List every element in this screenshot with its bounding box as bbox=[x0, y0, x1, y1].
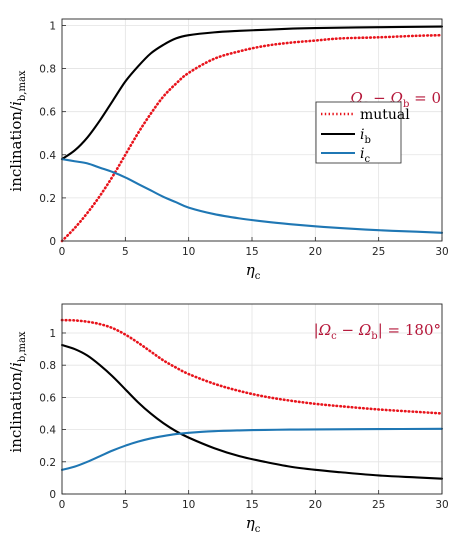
bottom-series-mutual-line bbox=[60, 318, 444, 415]
top-y-axis-label: inclination/ib,max bbox=[7, 70, 28, 191]
top-series-mutual-line bbox=[60, 33, 444, 243]
top-y-tick-label: 0 bbox=[49, 236, 56, 248]
top-series-i-c-line bbox=[60, 158, 444, 234]
bottom-x-tick-label: 25 bbox=[372, 499, 385, 511]
legend-ib-label: ib bbox=[360, 127, 371, 146]
bottom-x-tick-label: 5 bbox=[122, 499, 129, 511]
top-y-tick-label: 0.8 bbox=[39, 64, 56, 76]
bottom-y-tick-label: 0.8 bbox=[39, 360, 56, 372]
top-series-i-b-line bbox=[60, 25, 444, 161]
top-y-tick-label: 0.6 bbox=[39, 107, 56, 119]
top-x-tick-label: 30 bbox=[435, 246, 448, 258]
top-y-tick-label: 1 bbox=[49, 20, 56, 32]
top-panel: 0 5 10 15 20 25 30 0 0.2 0.4 0.6 0.8 1 ηc inclinatio… bbox=[7, 18, 449, 282]
bottom-x-tick-label: 10 bbox=[182, 499, 195, 511]
legend-ic-label: ic bbox=[360, 146, 370, 165]
bottom-panel: 0 5 10 15 20 25 30 0 0.2 0.4 0.6 0.8 1 ηc inclinatio… bbox=[7, 303, 449, 535]
bottom-y-tick-label: 1 bbox=[49, 328, 56, 340]
bottom-y-tick-label: 0.2 bbox=[39, 457, 56, 469]
top-y-tick-label: 0.4 bbox=[39, 150, 56, 162]
top-y-tick-label: 0.2 bbox=[39, 193, 56, 205]
legend: mutual ib ic bbox=[315, 101, 410, 165]
bottom-annotation: |Ωc − Ωb| = 180° bbox=[314, 321, 441, 342]
top-x-axis-label: ηc bbox=[246, 261, 261, 282]
top-x-tick-label: 25 bbox=[372, 246, 385, 258]
bottom-series-i-c-line bbox=[60, 427, 444, 471]
bottom-x-tick-label: 15 bbox=[245, 499, 258, 511]
bottom-x-tick-label: 0 bbox=[59, 499, 66, 511]
bottom-y-tick-label: 0 bbox=[49, 489, 56, 501]
top-x-tick-label: 5 bbox=[122, 246, 129, 258]
legend-mutual-label: mutual bbox=[360, 107, 410, 123]
top-x-tick-label: 20 bbox=[309, 246, 322, 258]
top-x-tick-label: 0 bbox=[59, 246, 66, 258]
bottom-y-axis-label: inclination/ib,max bbox=[7, 331, 28, 452]
bottom-x-axis-label: ηc bbox=[246, 514, 261, 535]
top-x-tick-label: 15 bbox=[245, 246, 258, 258]
bottom-x-tick-label: 20 bbox=[309, 499, 322, 511]
bottom-x-tick-label: 30 bbox=[435, 499, 448, 511]
top-x-tick-label: 10 bbox=[182, 246, 195, 258]
bottom-y-tick-label: 0.6 bbox=[39, 392, 56, 404]
bottom-y-tick-label: 0.4 bbox=[39, 425, 56, 437]
